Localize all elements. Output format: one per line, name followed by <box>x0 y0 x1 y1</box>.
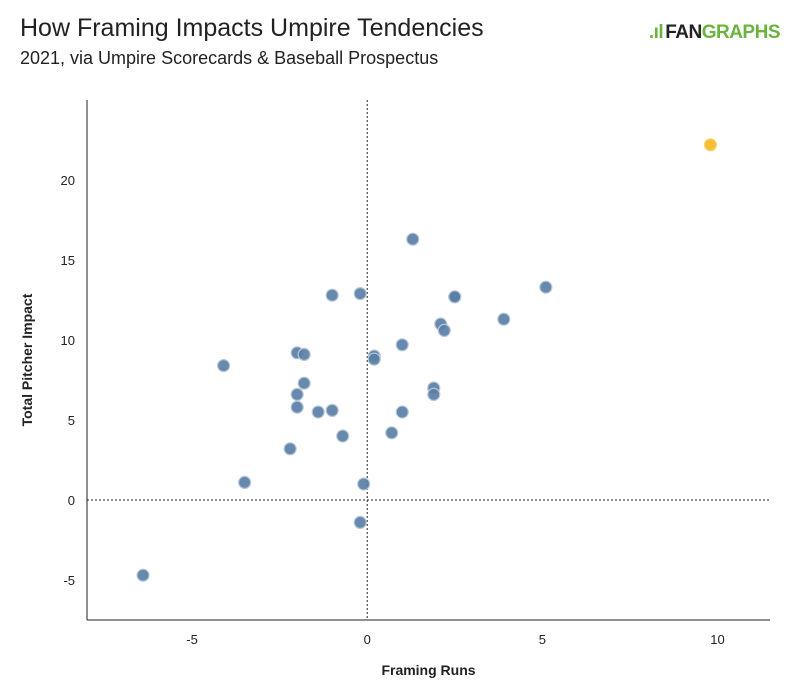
y-tick-label: 15 <box>61 253 75 268</box>
y-tick-label: 5 <box>68 413 75 428</box>
data-point <box>353 515 367 530</box>
highlighted-data-point <box>703 138 718 152</box>
data-point <box>395 338 409 352</box>
data-point <box>353 287 367 301</box>
reference-lines <box>87 100 770 620</box>
data-point <box>283 442 297 456</box>
x-tick-label: -5 <box>186 632 198 647</box>
x-tick-label: 0 <box>364 632 371 647</box>
data-point <box>448 290 462 304</box>
logo-graphs-text: GRAPHS <box>701 22 781 43</box>
fangraphs-logo[interactable]: .ıl FANGRAPHS <box>648 22 781 44</box>
x-tick-label: 5 <box>539 632 546 647</box>
data-point <box>290 400 304 414</box>
data-point <box>367 352 381 366</box>
data-point <box>427 387 441 401</box>
tick-labels: -5 0 5 10 -5 0 5 10 15 20 <box>61 173 725 647</box>
data-point <box>297 347 311 361</box>
data-point <box>325 288 339 302</box>
logo-bars-icon: .ıl <box>648 22 664 43</box>
data-point <box>217 359 231 373</box>
data-point <box>437 323 451 337</box>
data-points <box>136 138 718 582</box>
y-tick-label: 10 <box>61 333 75 348</box>
data-point <box>539 280 553 294</box>
data-point <box>325 403 339 417</box>
data-point <box>297 376 311 390</box>
x-tick-label: 10 <box>710 632 724 647</box>
logo-fan-text: FAN <box>665 22 702 43</box>
axes <box>86 100 770 621</box>
data-point <box>336 429 350 443</box>
data-point <box>290 387 304 401</box>
data-point <box>357 477 371 491</box>
y-axis-title: Total Pitcher Impact <box>19 293 35 426</box>
chart-title: How Framing Impacts Umpire Tendencies <box>20 14 484 42</box>
data-point <box>395 405 409 419</box>
data-point <box>385 426 399 440</box>
data-point <box>238 475 252 489</box>
x-axis-title: Framing Runs <box>381 662 475 678</box>
data-point <box>136 568 150 582</box>
chart-subtitle: 2021, via Umpire Scorecards & Baseball P… <box>20 48 439 68</box>
y-tick-label: 20 <box>61 173 75 188</box>
data-point <box>406 232 420 246</box>
data-point <box>497 312 511 326</box>
y-tick-label: 0 <box>68 493 75 508</box>
y-tick-label: -5 <box>63 573 75 588</box>
data-point <box>311 405 325 419</box>
